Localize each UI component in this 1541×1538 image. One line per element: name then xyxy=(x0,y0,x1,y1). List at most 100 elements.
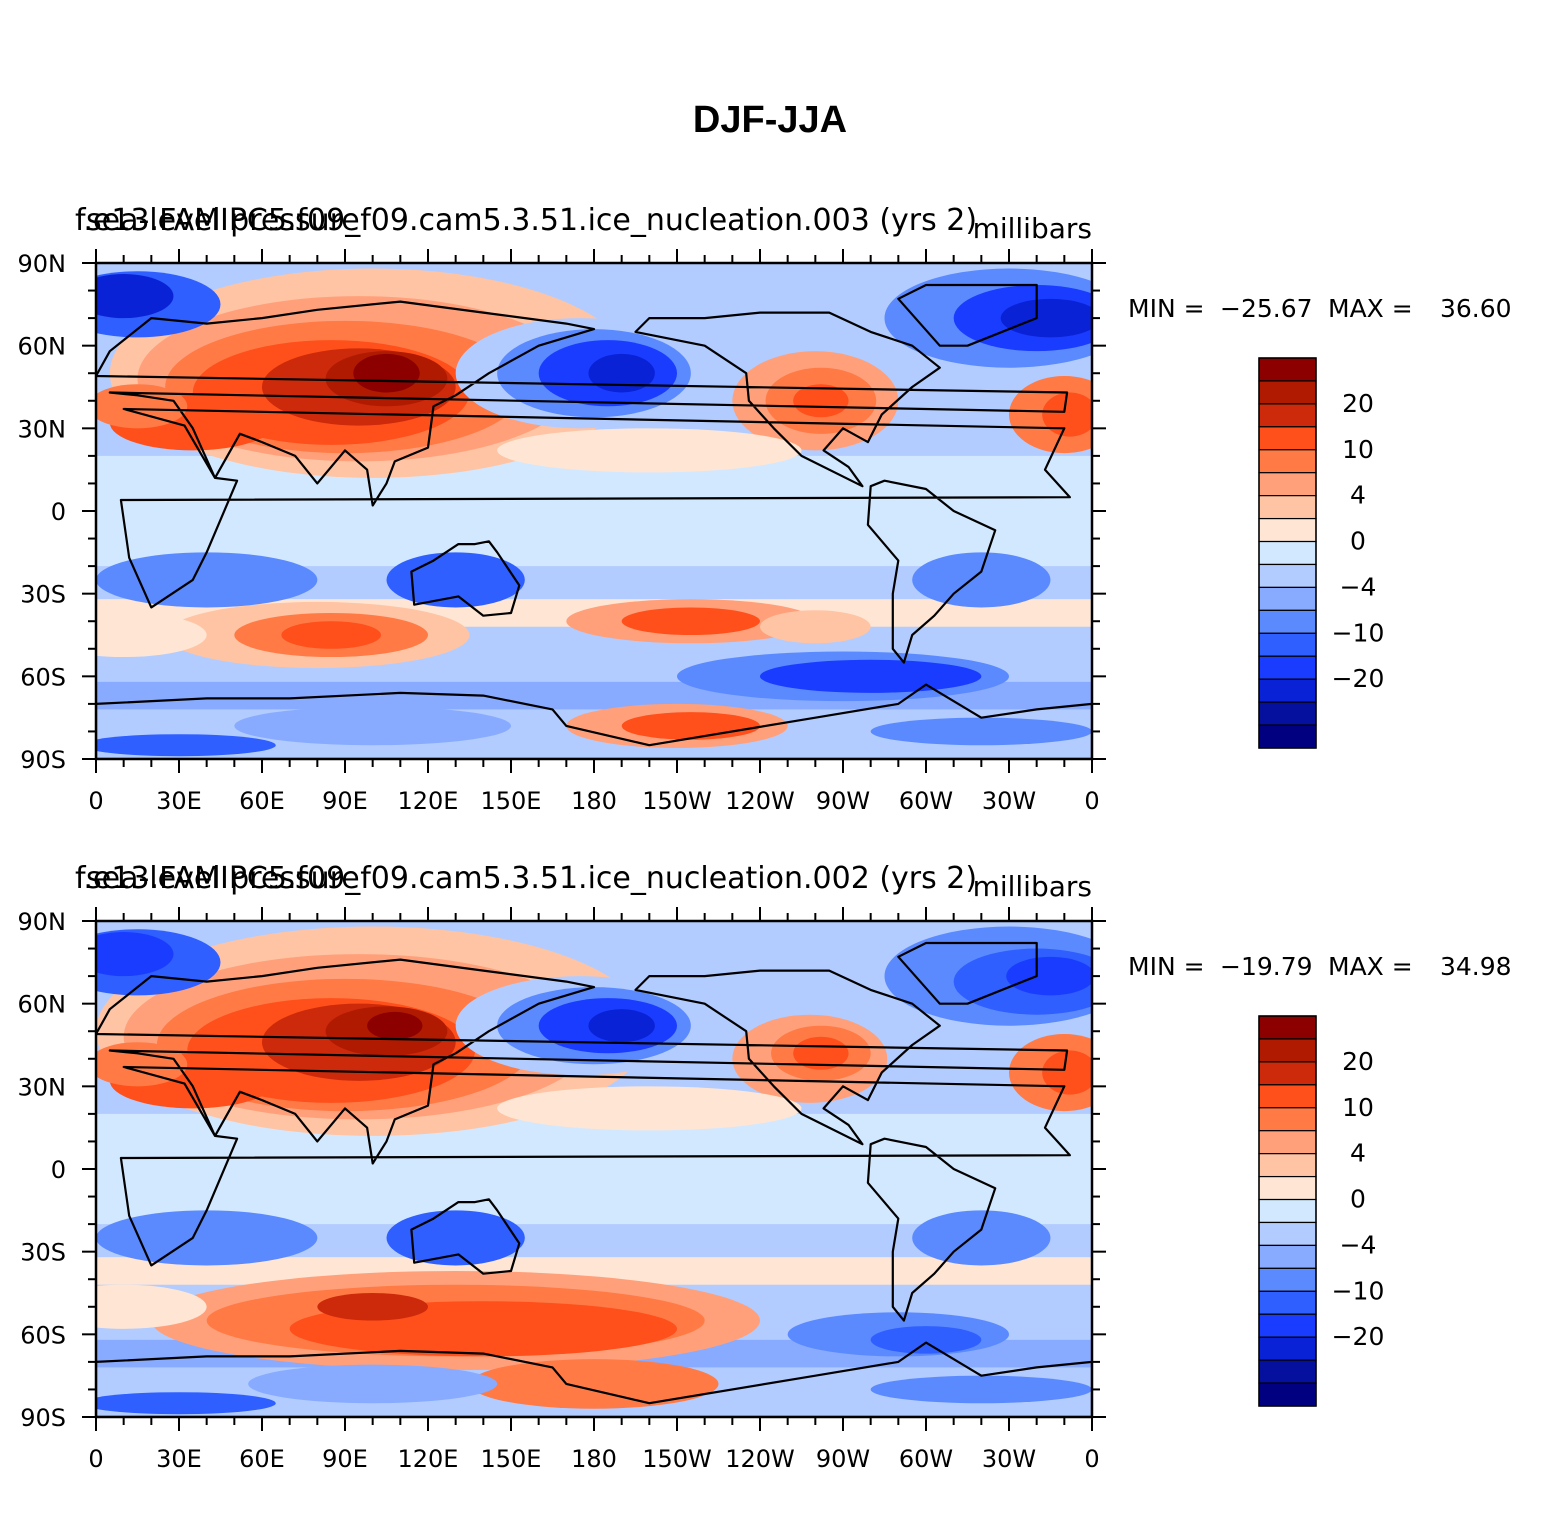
colorbar-label: −4 xyxy=(1340,1230,1377,1259)
contour-field: 90N 60N 30N 0 30S 60S 90S 0 30E 60E 90E 120E 150E 180… xyxy=(18,249,1106,815)
x-tick-label: 0 xyxy=(88,787,103,815)
x-tick-label: 150E xyxy=(481,1445,542,1473)
colorbar-swatch xyxy=(1258,1313,1317,1338)
colorbar-swatch xyxy=(1258,655,1317,680)
min-value: −25.67 xyxy=(1220,294,1313,323)
colorbar-swatch xyxy=(1258,357,1317,382)
colorbar-swatch xyxy=(1258,495,1317,520)
x-tick-label: 30W xyxy=(982,1445,1036,1473)
colorbar-swatch xyxy=(1258,632,1317,657)
case-label: f.e13.FAMIPC5.f09_f09.cam5.3.51.ice_nucl… xyxy=(75,861,977,896)
x-tick-label: 0 xyxy=(1084,787,1099,815)
colorbar-swatch xyxy=(1258,724,1317,749)
map-panel-2: f.e13.FAMIPC5.f09_f09.cam5.3.51.ice_nucl… xyxy=(18,861,1512,1473)
x-tick-label: 90W xyxy=(816,1445,870,1473)
colorbar-swatch xyxy=(1258,403,1317,428)
x-tick-label: 180 xyxy=(571,787,617,815)
colorbar-swatch xyxy=(1258,380,1317,405)
y-tick-label: 90N xyxy=(18,250,67,278)
case-label: f.e13.FAMIPC5.f09_f09.cam5.3.51.ice_nucl… xyxy=(75,203,977,238)
y-tick-label: 0 xyxy=(51,1156,66,1184)
colorbar-label: 20 xyxy=(1342,389,1374,418)
min-max-readout: MIN = −25.67 MAX = 36.60 xyxy=(1128,294,1512,323)
figure-title: DJF-JJA xyxy=(693,99,847,141)
max-value: 36.60 xyxy=(1440,294,1512,323)
contour-field: 90N 60N 30N 0 30S 60S 90S 0 30E 60E 90E 120E 150E 180… xyxy=(18,907,1106,1473)
x-tick-label: 120E xyxy=(398,787,459,815)
colorbar-swatch xyxy=(1258,1221,1317,1247)
y-tick-label: 30S xyxy=(20,1239,66,1267)
coastline-outline xyxy=(96,283,1092,759)
x-tick-label: 180 xyxy=(571,1445,617,1473)
colorbar-swatch xyxy=(1258,678,1317,703)
x-tick-label: 60E xyxy=(239,787,285,815)
colorbar-swatch xyxy=(1258,1061,1317,1086)
colorbar: 20 10 4 0 −4 −10 −20 xyxy=(1258,1015,1385,1407)
colorbar-label: −20 xyxy=(1332,664,1385,693)
coastline-outline xyxy=(96,941,1092,1417)
max-label: MAX = xyxy=(1328,952,1413,981)
units-label: millibars xyxy=(973,212,1092,245)
colorbar-swatch xyxy=(1258,1244,1317,1269)
colorbar-label: 0 xyxy=(1350,527,1366,556)
units-label: millibars xyxy=(973,870,1092,903)
colorbar-swatch xyxy=(1258,1015,1317,1040)
colorbar-swatch xyxy=(1258,426,1317,451)
colorbar-label: 20 xyxy=(1342,1047,1374,1076)
colorbar-swatch xyxy=(1258,1038,1317,1063)
min-label: MIN = xyxy=(1128,952,1205,981)
variable-label: sea-level pressure xyxy=(86,203,360,238)
colorbar-label: 10 xyxy=(1342,1093,1374,1122)
x-tick-label: 150W xyxy=(642,787,712,815)
y-tick-label: 30S xyxy=(20,581,66,609)
colorbar-swatch xyxy=(1258,586,1317,611)
colorbar-swatch xyxy=(1258,1267,1317,1292)
colorbar-swatch xyxy=(1258,1175,1317,1201)
map-panel-1: f.e13.FAMIPC5.f09_f09.cam5.3.51.ice_nucl… xyxy=(18,203,1512,815)
min-max-readout: MIN = −19.79 MAX = 34.98 xyxy=(1128,952,1512,981)
colorbar-label: 0 xyxy=(1350,1185,1366,1214)
x-tick-label: 0 xyxy=(88,1445,103,1473)
x-tick-label: 120E xyxy=(398,1445,459,1473)
colorbar-swatch xyxy=(1258,1336,1317,1361)
min-label: MIN = xyxy=(1128,294,1205,323)
x-tick-label: 120W xyxy=(725,787,795,815)
colorbar-swatch xyxy=(1258,1290,1317,1315)
colorbar-label: 4 xyxy=(1350,1139,1366,1168)
y-tick-label: 60N xyxy=(18,991,67,1019)
y-tick-label: 60S xyxy=(20,663,66,691)
colorbar-label: 4 xyxy=(1350,481,1366,510)
y-tick-label: 90S xyxy=(20,1404,66,1432)
y-tick-label: 30N xyxy=(18,415,67,443)
x-tick-label: 150W xyxy=(642,1445,712,1473)
x-tick-label: 150E xyxy=(481,787,542,815)
y-tick-label: 60S xyxy=(20,1321,66,1349)
colorbar-swatch xyxy=(1258,449,1317,474)
colorbar-swatch xyxy=(1258,1153,1317,1178)
colorbar-label: −10 xyxy=(1332,1276,1385,1305)
colorbar-label: −20 xyxy=(1332,1322,1385,1351)
colorbar-swatch xyxy=(1258,563,1317,589)
max-label: MAX = xyxy=(1328,294,1413,323)
colorbar-swatch xyxy=(1258,609,1317,634)
colorbar-swatch xyxy=(1258,1130,1317,1155)
colorbar-swatch xyxy=(1258,1359,1317,1384)
colorbar-swatch xyxy=(1258,701,1317,726)
x-tick-label: 90W xyxy=(816,787,870,815)
x-tick-label: 60E xyxy=(239,1445,285,1473)
min-value: −19.79 xyxy=(1220,952,1313,981)
x-tick-label: 90E xyxy=(322,787,368,815)
x-tick-label: 0 xyxy=(1084,1445,1099,1473)
y-tick-label: 90S xyxy=(20,746,66,774)
colorbar-label: −10 xyxy=(1332,618,1385,647)
colorbar-swatch xyxy=(1258,1107,1317,1132)
variable-label: sea-level pressure xyxy=(86,861,360,896)
colorbar-swatch xyxy=(1258,1198,1317,1224)
x-tick-label: 90E xyxy=(322,1445,368,1473)
x-tick-label: 120W xyxy=(725,1445,795,1473)
colorbar-label: −4 xyxy=(1340,572,1377,601)
y-tick-label: 90N xyxy=(18,908,67,936)
colorbar: 20 10 4 0 −4 −10 −20 xyxy=(1258,357,1385,749)
x-tick-label: 30E xyxy=(156,1445,202,1473)
